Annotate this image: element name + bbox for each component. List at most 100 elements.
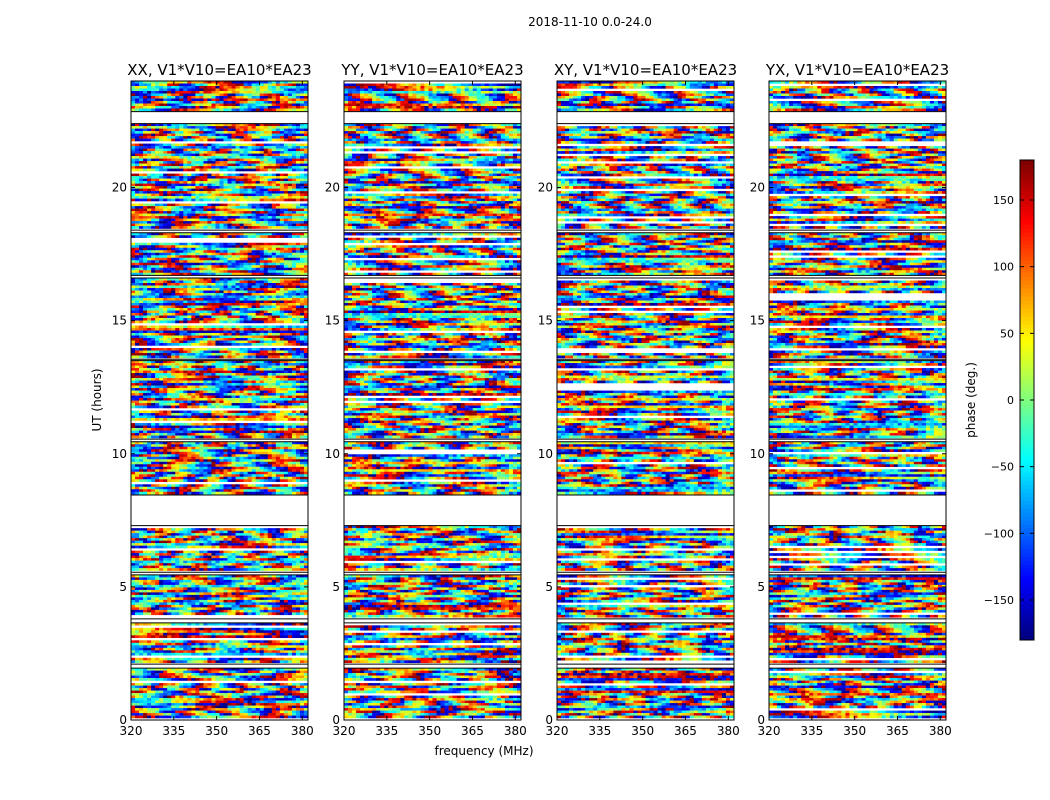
- colorbar-segment: [1020, 196, 1034, 201]
- colorbar-segment: [1020, 624, 1034, 629]
- colorbar-segment: [1020, 432, 1034, 437]
- y-tick-label: 15: [538, 314, 553, 328]
- colorbar-tick-label: −50: [991, 461, 1014, 474]
- colorbar-segment: [1020, 360, 1034, 365]
- x-tick-label: 335: [162, 724, 185, 738]
- colorbar-segment: [1020, 616, 1034, 621]
- panel-1: XX, V1*V10=EA10*EA23 320 335 350 365 380 0 5 10 1…: [112, 61, 314, 738]
- phase-image-4: [769, 81, 946, 720]
- colorbar-segment: [1020, 240, 1034, 245]
- colorbar-segment: [1020, 248, 1034, 253]
- colorbar-segment: [1020, 612, 1034, 617]
- colorbar-tick-label: −150: [984, 594, 1014, 607]
- x-tick-label: 365: [886, 724, 909, 738]
- colorbar-segment: [1020, 388, 1034, 393]
- colorbar-segment: [1020, 348, 1034, 353]
- colorbar-segment: [1020, 380, 1034, 385]
- colorbar-segment: [1020, 256, 1034, 261]
- colorbar-segment: [1020, 456, 1034, 461]
- x-tick-label: 350: [843, 724, 866, 738]
- data-band: [344, 277, 521, 360]
- colorbar-segment: [1020, 304, 1034, 309]
- y-tick-label: 0: [332, 713, 340, 727]
- data-band: [769, 574, 946, 620]
- y-tick-label: 20: [325, 181, 340, 195]
- colorbar-segment: [1020, 596, 1034, 601]
- x-tick-label: 320: [758, 724, 781, 738]
- colorbar-tick-label: 150: [993, 194, 1014, 207]
- colorbar-segment: [1020, 600, 1034, 605]
- colorbar-segment: [1020, 396, 1034, 401]
- x-tick-label: 380: [929, 724, 952, 738]
- panel-3: XY, V1*V10=EA10*EA23 320 335 350 365 380 0 5 10 1…: [538, 61, 740, 738]
- colorbar-segment: [1020, 364, 1034, 369]
- x-tick-label: 380: [291, 724, 314, 738]
- data-band: [769, 232, 946, 276]
- colorbar-segment: [1020, 320, 1034, 325]
- colorbar-segment: [1020, 308, 1034, 313]
- panel-frame: [556, 80, 735, 721]
- colorbar-segment: [1020, 324, 1034, 329]
- data-band: [344, 360, 521, 440]
- colorbar-segment: [1020, 412, 1034, 417]
- colorbar-segment: [1020, 560, 1034, 565]
- colorbar-segment: [1020, 268, 1034, 273]
- colorbar-tick-label: −100: [984, 527, 1014, 540]
- data-band: [557, 574, 734, 620]
- y-tick-label: 5: [119, 580, 127, 594]
- y-tick-label: 15: [325, 314, 340, 328]
- colorbar-segment: [1020, 528, 1034, 533]
- data-band: [131, 277, 308, 360]
- colorbar-segment: [1020, 556, 1034, 561]
- colorbar-segment: [1020, 628, 1034, 633]
- x-tick-label: 380: [717, 724, 740, 738]
- colorbar-segment: [1020, 568, 1034, 573]
- y-tick-label: 20: [112, 181, 127, 195]
- colorbar-segment: [1020, 508, 1034, 513]
- colorbar-segment: [1020, 224, 1034, 229]
- y-tick-label: 0: [119, 713, 127, 727]
- y-tick-label: 0: [757, 713, 765, 727]
- colorbar-segment: [1020, 284, 1034, 289]
- panel-title: YX, V1*V10=EA10*EA23: [765, 61, 949, 79]
- data-band: [131, 667, 308, 720]
- y-tick-label: 5: [545, 580, 553, 594]
- data-band: [344, 525, 521, 573]
- panel-title: XX, V1*V10=EA10*EA23: [127, 61, 311, 79]
- data-band: [557, 81, 734, 113]
- colorbar-segment: [1020, 172, 1034, 177]
- colorbar-segment: [1020, 300, 1034, 305]
- colorbar-segment: [1020, 264, 1034, 269]
- colorbar-segment: [1020, 244, 1034, 249]
- colorbar-segment: [1020, 356, 1034, 361]
- colorbar-segment: [1020, 216, 1034, 221]
- panel-4: YX, V1*V10=EA10*EA23 320 335 350 365 380 0 5 10 1…: [750, 61, 952, 738]
- colorbar-segment: [1020, 504, 1034, 509]
- colorbar-segment: [1020, 460, 1034, 465]
- colorbar-segment: [1020, 620, 1034, 625]
- y-tick-label: 10: [538, 447, 553, 461]
- colorbar-segment: [1020, 164, 1034, 169]
- data-band: [131, 622, 308, 665]
- colorbar-segment: [1020, 416, 1034, 421]
- data-band: [344, 667, 521, 720]
- colorbar-segment: [1020, 440, 1034, 445]
- colorbar-label: phase (deg.): [964, 362, 978, 438]
- colorbar-segment: [1020, 260, 1034, 265]
- colorbar-segment: [1020, 468, 1034, 473]
- x-tick-label: 365: [674, 724, 697, 738]
- panel-frame: [343, 80, 522, 721]
- colorbar-segment: [1020, 344, 1034, 349]
- data-band: [131, 123, 308, 231]
- colorbar-segment: [1020, 404, 1034, 409]
- colorbar-segment: [1020, 408, 1034, 413]
- x-tick-label: 350: [631, 724, 654, 738]
- colorbar: −150 −100 −50 0 50 100 150: [984, 159, 1035, 641]
- colorbar-segment: [1020, 180, 1034, 185]
- colorbar-segment: [1020, 496, 1034, 501]
- colorbar-segment: [1020, 544, 1034, 549]
- colorbar-segment: [1020, 428, 1034, 433]
- colorbar-segment: [1020, 328, 1034, 333]
- colorbar-segment: [1020, 424, 1034, 429]
- data-band: [131, 232, 308, 276]
